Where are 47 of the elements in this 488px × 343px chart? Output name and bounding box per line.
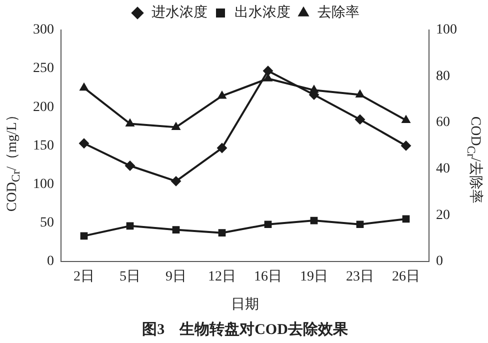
- y-tick-label: 150: [33, 138, 54, 154]
- y-tick-label: 100: [33, 176, 54, 192]
- legend-label: 去除率: [318, 4, 360, 21]
- x-axis-title: 日期: [231, 296, 259, 312]
- x-tick-label: 16日: [254, 269, 282, 284]
- y-tick-label: 250: [33, 61, 54, 76]
- y-tick-label: 0: [47, 254, 54, 270]
- y2-tick-label: 60: [436, 115, 450, 130]
- y2-tick-label: 40: [436, 162, 450, 177]
- x-tick-label: 19日: [300, 269, 328, 284]
- x-tick-label: 9日: [166, 269, 186, 284]
- y2-tick-label: 100: [436, 22, 457, 38]
- y-tick-label: 300: [33, 22, 54, 38]
- x-tick-label: 12日: [208, 269, 236, 284]
- text: 图3 生物转盘对COD去除效果: [142, 320, 349, 338]
- y2-tick-label: 0: [436, 254, 443, 270]
- point: [125, 160, 135, 171]
- point: [126, 118, 134, 126]
- point: [218, 229, 226, 237]
- legend-label: 出水浓度: [234, 4, 290, 21]
- y-tick-label: 50: [40, 216, 54, 231]
- point: [79, 138, 89, 148]
- point: [356, 220, 364, 228]
- point: [402, 215, 410, 223]
- point: [217, 143, 227, 154]
- point: [172, 226, 180, 234]
- point: [263, 66, 273, 76]
- point: [310, 216, 318, 224]
- legend-label: 进水浓度: [152, 4, 208, 21]
- x-tick-label: 5日: [120, 269, 140, 284]
- point: [355, 114, 365, 124]
- point: [171, 176, 181, 186]
- point: [172, 122, 180, 130]
- y2-tick-label: 80: [436, 68, 450, 84]
- point: [401, 140, 411, 151]
- point: [80, 232, 88, 240]
- point: [356, 90, 364, 98]
- point: [80, 82, 88, 91]
- y2-tick-label: 20: [436, 208, 450, 223]
- x-tick-label: 23日: [346, 269, 374, 284]
- point: [218, 90, 226, 99]
- x-tick-label: 2日: [74, 269, 94, 284]
- point: [402, 115, 410, 123]
- point: [126, 222, 134, 230]
- point: [264, 220, 272, 228]
- x-tick-label: 26日: [392, 269, 420, 284]
- y-tick-label: 200: [33, 100, 54, 115]
